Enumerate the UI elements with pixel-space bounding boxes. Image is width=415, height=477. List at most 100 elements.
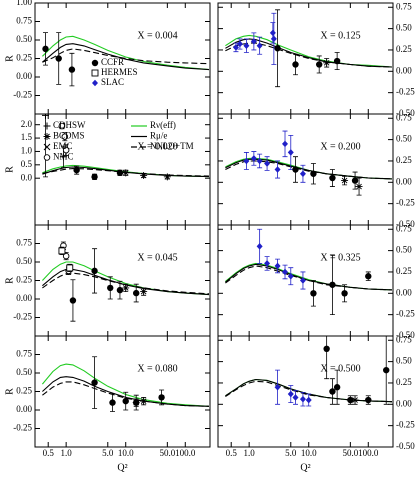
x-tick-label: 1.0 [61, 448, 73, 458]
marker [250, 38, 257, 45]
marker [43, 154, 51, 161]
marker [305, 396, 312, 404]
marker [310, 290, 317, 297]
y-tick-label: 0.00 [396, 287, 412, 297]
marker [256, 42, 263, 49]
marker [236, 40, 243, 48]
panel-label: X = 0.125 [320, 31, 360, 42]
marker [132, 399, 140, 407]
legend-label: HERMES [101, 67, 138, 77]
marker [287, 149, 294, 156]
plot-area [225, 228, 393, 316]
y-tick-label: 0.5 [21, 159, 33, 169]
y-tick-label: -0.25 [13, 90, 32, 100]
marker [274, 45, 281, 52]
curve [42, 35, 210, 71]
marker [43, 143, 51, 151]
curve [42, 48, 210, 65]
y-tick-label: -0.50 [396, 330, 415, 340]
plot-area [41, 356, 210, 412]
y-axis-label: R [4, 55, 15, 62]
y-tick-label: 0.75 [396, 112, 412, 122]
marker [109, 399, 116, 406]
marker [140, 172, 148, 180]
plot-area [42, 32, 210, 87]
marker [116, 169, 124, 177]
marker [292, 166, 299, 173]
marker [270, 35, 277, 43]
legend-label: BCDMS [53, 131, 85, 141]
marker [256, 157, 263, 165]
x-tick-label: 0.5 [43, 448, 55, 458]
marker [158, 394, 165, 401]
x-tick-label: 5.0 [285, 448, 297, 458]
marker [140, 288, 148, 296]
marker [365, 396, 372, 404]
marker [292, 394, 299, 401]
y-tick-label: 0.00 [16, 71, 32, 81]
marker [42, 45, 49, 53]
y-tick-label: 0.50 [16, 256, 32, 266]
legend-label: Rμ/e [150, 131, 167, 141]
y-tick-label: 0.00 [396, 65, 412, 75]
panel: -0.25 0.00 0.25 0.50 0.75 1.00 R X = 0.004 CCFRH… [4, 0, 211, 115]
marker [122, 169, 130, 177]
marker [43, 122, 51, 130]
y-tick-label: -0.50 [396, 219, 415, 229]
marker [140, 397, 148, 405]
frame [217, 335, 394, 448]
marker [122, 397, 129, 405]
legend-label: NNLO+TM [150, 141, 194, 151]
y-tick-label: 0.25 [396, 155, 412, 165]
marker [243, 157, 250, 165]
y-tick-label: 0.50 [16, 367, 32, 377]
panel-label: X = 0.004 [137, 31, 177, 42]
y-tick-label: 0.50 [396, 245, 412, 255]
marker [287, 390, 294, 398]
marker [243, 42, 250, 49]
legend-label: Rν(eff) [150, 120, 176, 130]
y-tick-label: -0.25 [396, 420, 415, 430]
legend-label: EMC [53, 141, 73, 151]
plot-area [225, 9, 393, 88]
x-tick-label: 10.0 [301, 448, 317, 458]
legend-label: CCFR [101, 57, 124, 67]
x-tick-label: 10.0 [118, 448, 134, 458]
y-axis-label: R [4, 388, 15, 395]
marker [365, 273, 372, 280]
x-tick-label: 5.0 [102, 448, 114, 458]
y-tick-label: -0.25 [396, 87, 415, 97]
marker [316, 61, 323, 68]
marker [274, 383, 281, 391]
y-tick-label: 0.25 [396, 266, 412, 276]
marker [323, 345, 330, 353]
y-tick-label: -0.25 [13, 312, 32, 322]
marker [323, 59, 331, 67]
y-tick-label: 1.5 [21, 132, 33, 142]
marker [355, 183, 363, 191]
y-tick-label: 0.25 [16, 386, 32, 396]
panel-label: X = 0.080 [137, 364, 177, 375]
y-tick-label: 0.25 [396, 377, 412, 387]
panel: -0.50 -0.25 0.00 0.25 0.50 0.75 X = 0.325 [217, 223, 415, 340]
plot-area [41, 114, 210, 181]
marker [333, 384, 341, 391]
plot-area [225, 130, 393, 196]
marker [116, 286, 124, 294]
marker [341, 290, 348, 297]
x-tick-label: 0.5 [226, 448, 238, 458]
curve [225, 42, 393, 68]
marker [351, 396, 359, 404]
y-tick-label: 0.0 [21, 172, 33, 182]
panel: -0.50 -0.25 0.00 0.25 0.50 0.75 X = 0.200 [217, 112, 415, 229]
curve [225, 38, 393, 68]
marker [351, 177, 359, 184]
marker [43, 133, 51, 140]
y-tick-label: 0.75 [16, 16, 32, 26]
curve [225, 158, 393, 180]
marker [264, 160, 271, 167]
marker [107, 284, 114, 292]
y-tick-label: 0.75 [396, 334, 412, 344]
marker [274, 166, 281, 173]
